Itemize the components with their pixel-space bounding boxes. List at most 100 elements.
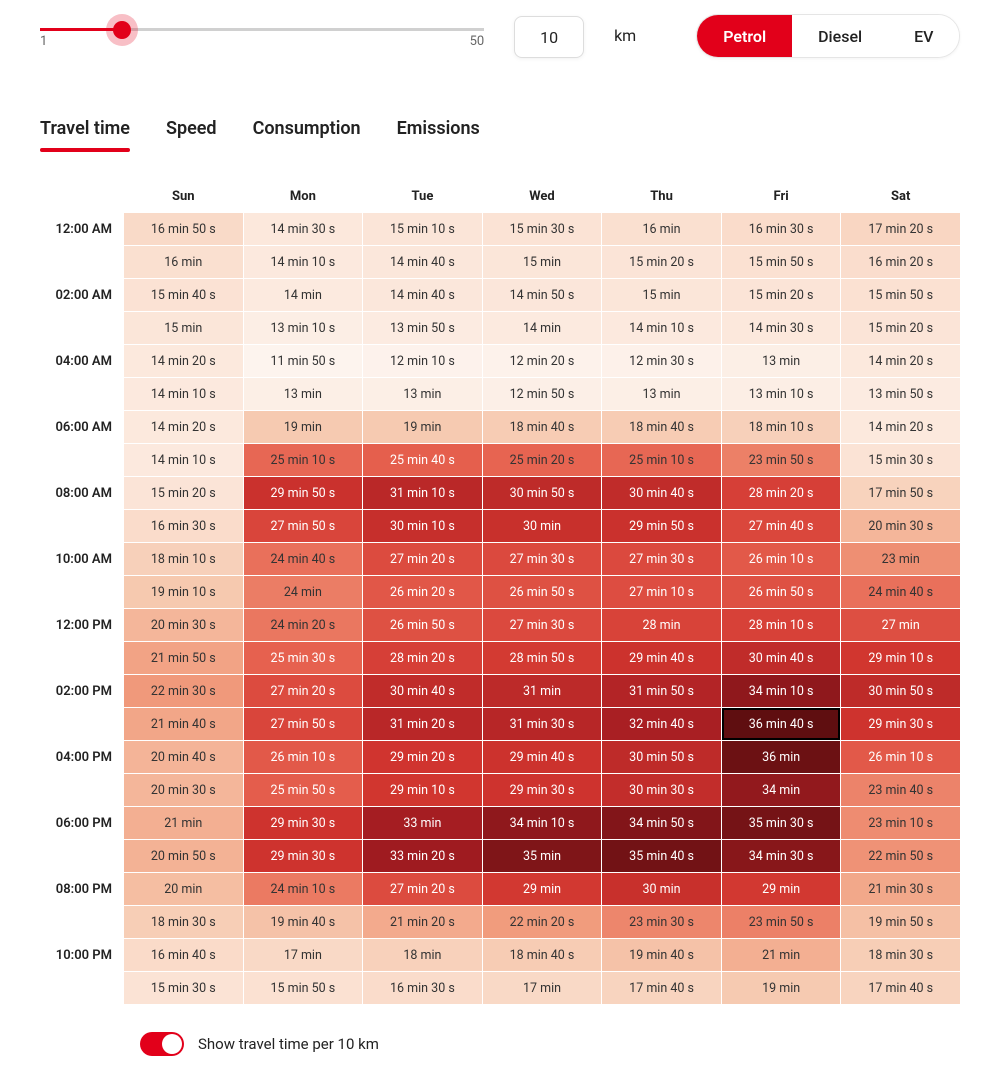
heatmap-cell[interactable]: 31 min 30 s — [483, 708, 602, 740]
heatmap-cell[interactable]: 30 min 50 s — [841, 675, 960, 707]
heatmap-cell[interactable]: 14 min 30 s — [722, 312, 841, 344]
heatmap-cell[interactable]: 21 min 20 s — [363, 906, 482, 938]
heatmap-cell[interactable]: 30 min — [483, 510, 602, 542]
heatmap-cell[interactable]: 25 min 50 s — [244, 774, 363, 806]
heatmap-cell[interactable]: 13 min 10 s — [722, 378, 841, 410]
tab-speed[interactable]: Speed — [166, 118, 217, 149]
heatmap-cell[interactable]: 11 min 50 s — [244, 345, 363, 377]
heatmap-cell[interactable]: 30 min 40 s — [363, 675, 482, 707]
heatmap-cell[interactable]: 29 min 50 s — [244, 477, 363, 509]
heatmap-cell[interactable]: 28 min 20 s — [722, 477, 841, 509]
fuel-type-toggle[interactable]: PetrolDieselEV — [696, 14, 960, 58]
heatmap-cell[interactable]: 17 min 20 s — [841, 213, 960, 245]
fuel-option-petrol[interactable]: Petrol — [697, 15, 792, 57]
heatmap-cell[interactable]: 27 min 10 s — [602, 576, 721, 608]
heatmap-cell[interactable]: 27 min 20 s — [363, 873, 482, 905]
heatmap-cell[interactable]: 29 min 30 s — [483, 774, 602, 806]
heatmap-cell[interactable]: 23 min 40 s — [841, 774, 960, 806]
heatmap-cell[interactable]: 28 min 20 s — [363, 642, 482, 674]
heatmap-cell[interactable]: 30 min 40 s — [602, 477, 721, 509]
heatmap-cell[interactable]: 16 min — [602, 213, 721, 245]
heatmap-cell[interactable]: 12 min 30 s — [602, 345, 721, 377]
heatmap-cell[interactable]: 15 min 50 s — [841, 279, 960, 311]
heatmap-cell[interactable]: 30 min 10 s — [363, 510, 482, 542]
heatmap-cell[interactable]: 16 min 30 s — [124, 510, 243, 542]
heatmap-cell[interactable]: 20 min 40 s — [124, 741, 243, 773]
heatmap-cell[interactable]: 17 min 40 s — [841, 972, 960, 1004]
heatmap-cell[interactable]: 27 min 50 s — [244, 708, 363, 740]
heatmap-cell[interactable]: 14 min 40 s — [363, 246, 482, 278]
heatmap-cell[interactable]: 14 min 10 s — [602, 312, 721, 344]
heatmap-cell[interactable]: 23 min 50 s — [722, 444, 841, 476]
heatmap-cell[interactable]: 29 min 20 s — [363, 741, 482, 773]
heatmap-cell[interactable]: 23 min 50 s — [722, 906, 841, 938]
heatmap-cell[interactable]: 21 min 40 s — [124, 708, 243, 740]
heatmap-cell[interactable]: 22 min 30 s — [124, 675, 243, 707]
heatmap-cell[interactable]: 35 min 40 s — [602, 840, 721, 872]
heatmap-cell[interactable]: 34 min 50 s — [602, 807, 721, 839]
heatmap-cell[interactable]: 15 min 20 s — [722, 279, 841, 311]
heatmap-cell[interactable]: 32 min 40 s — [602, 708, 721, 740]
heatmap-cell[interactable]: 18 min 40 s — [483, 939, 602, 971]
heatmap-cell[interactable]: 23 min — [841, 543, 960, 575]
heatmap-cell[interactable]: 34 min 30 s — [722, 840, 841, 872]
heatmap-cell[interactable]: 24 min — [244, 576, 363, 608]
heatmap-cell[interactable]: 35 min — [483, 840, 602, 872]
heatmap-cell[interactable]: 33 min 20 s — [363, 840, 482, 872]
heatmap-cell[interactable]: 26 min 50 s — [483, 576, 602, 608]
heatmap-cell[interactable]: 22 min 20 s — [483, 906, 602, 938]
heatmap-cell[interactable]: 21 min — [124, 807, 243, 839]
heatmap-cell[interactable]: 14 min 30 s — [244, 213, 363, 245]
heatmap-cell[interactable]: 30 min 50 s — [483, 477, 602, 509]
heatmap-cell[interactable]: 18 min — [363, 939, 482, 971]
heatmap-cell[interactable]: 26 min 10 s — [244, 741, 363, 773]
heatmap-cell[interactable]: 18 min 40 s — [483, 411, 602, 443]
heatmap-cell[interactable]: 29 min 10 s — [363, 774, 482, 806]
heatmap-cell[interactable]: 15 min 40 s — [124, 279, 243, 311]
heatmap-cell[interactable]: 25 min 10 s — [602, 444, 721, 476]
heatmap-cell[interactable]: 14 min 20 s — [124, 411, 243, 443]
fuel-option-ev[interactable]: EV — [888, 15, 959, 57]
heatmap-cell[interactable]: 19 min 50 s — [841, 906, 960, 938]
heatmap-cell[interactable]: 14 min — [483, 312, 602, 344]
heatmap-cell[interactable]: 33 min — [363, 807, 482, 839]
heatmap-cell[interactable]: 30 min 40 s — [722, 642, 841, 674]
heatmap-cell[interactable]: 12 min 20 s — [483, 345, 602, 377]
normalise-toggle[interactable] — [140, 1032, 184, 1056]
heatmap-cell[interactable]: 23 min 10 s — [841, 807, 960, 839]
heatmap-cell[interactable]: 27 min 20 s — [363, 543, 482, 575]
heatmap-cell[interactable]: 26 min 20 s — [363, 576, 482, 608]
slider-thumb[interactable] — [113, 21, 131, 39]
heatmap-cell[interactable]: 26 min 50 s — [363, 609, 482, 641]
heatmap-cell[interactable]: 16 min 30 s — [722, 213, 841, 245]
heatmap-cell[interactable]: 29 min — [722, 873, 841, 905]
distance-input[interactable]: 10 — [514, 16, 584, 58]
heatmap-cell[interactable]: 21 min 50 s — [124, 642, 243, 674]
heatmap-cell[interactable]: 34 min 10 s — [483, 807, 602, 839]
heatmap-cell[interactable]: 20 min 30 s — [124, 609, 243, 641]
heatmap-cell[interactable]: 19 min 10 s — [124, 576, 243, 608]
heatmap-cell[interactable]: 14 min 20 s — [124, 345, 243, 377]
heatmap-cell[interactable]: 34 min 10 s — [722, 675, 841, 707]
heatmap-cell[interactable]: 17 min — [483, 972, 602, 1004]
heatmap-cell[interactable]: 20 min 30 s — [124, 774, 243, 806]
heatmap-cell[interactable]: 13 min 10 s — [244, 312, 363, 344]
heatmap-cell[interactable]: 34 min — [722, 774, 841, 806]
heatmap-cell[interactable]: 20 min 50 s — [124, 840, 243, 872]
heatmap-cell[interactable]: 24 min 40 s — [841, 576, 960, 608]
heatmap-cell[interactable]: 28 min 10 s — [722, 609, 841, 641]
heatmap-cell[interactable]: 30 min 50 s — [602, 741, 721, 773]
heatmap-cell[interactable]: 16 min 40 s — [124, 939, 243, 971]
heatmap-cell[interactable]: 18 min 30 s — [124, 906, 243, 938]
heatmap-cell[interactable]: 14 min 40 s — [363, 279, 482, 311]
heatmap-cell[interactable]: 36 min 40 s — [722, 708, 841, 740]
heatmap-cell[interactable]: 24 min 40 s — [244, 543, 363, 575]
heatmap-cell[interactable]: 31 min 10 s — [363, 477, 482, 509]
heatmap-cell[interactable]: 26 min 50 s — [722, 576, 841, 608]
heatmap-cell[interactable]: 17 min — [244, 939, 363, 971]
heatmap-cell[interactable]: 14 min 20 s — [841, 411, 960, 443]
heatmap-cell[interactable]: 28 min 50 s — [483, 642, 602, 674]
heatmap-cell[interactable]: 27 min 40 s — [722, 510, 841, 542]
heatmap-cell[interactable]: 27 min 30 s — [602, 543, 721, 575]
heatmap-cell[interactable]: 14 min 50 s — [483, 279, 602, 311]
